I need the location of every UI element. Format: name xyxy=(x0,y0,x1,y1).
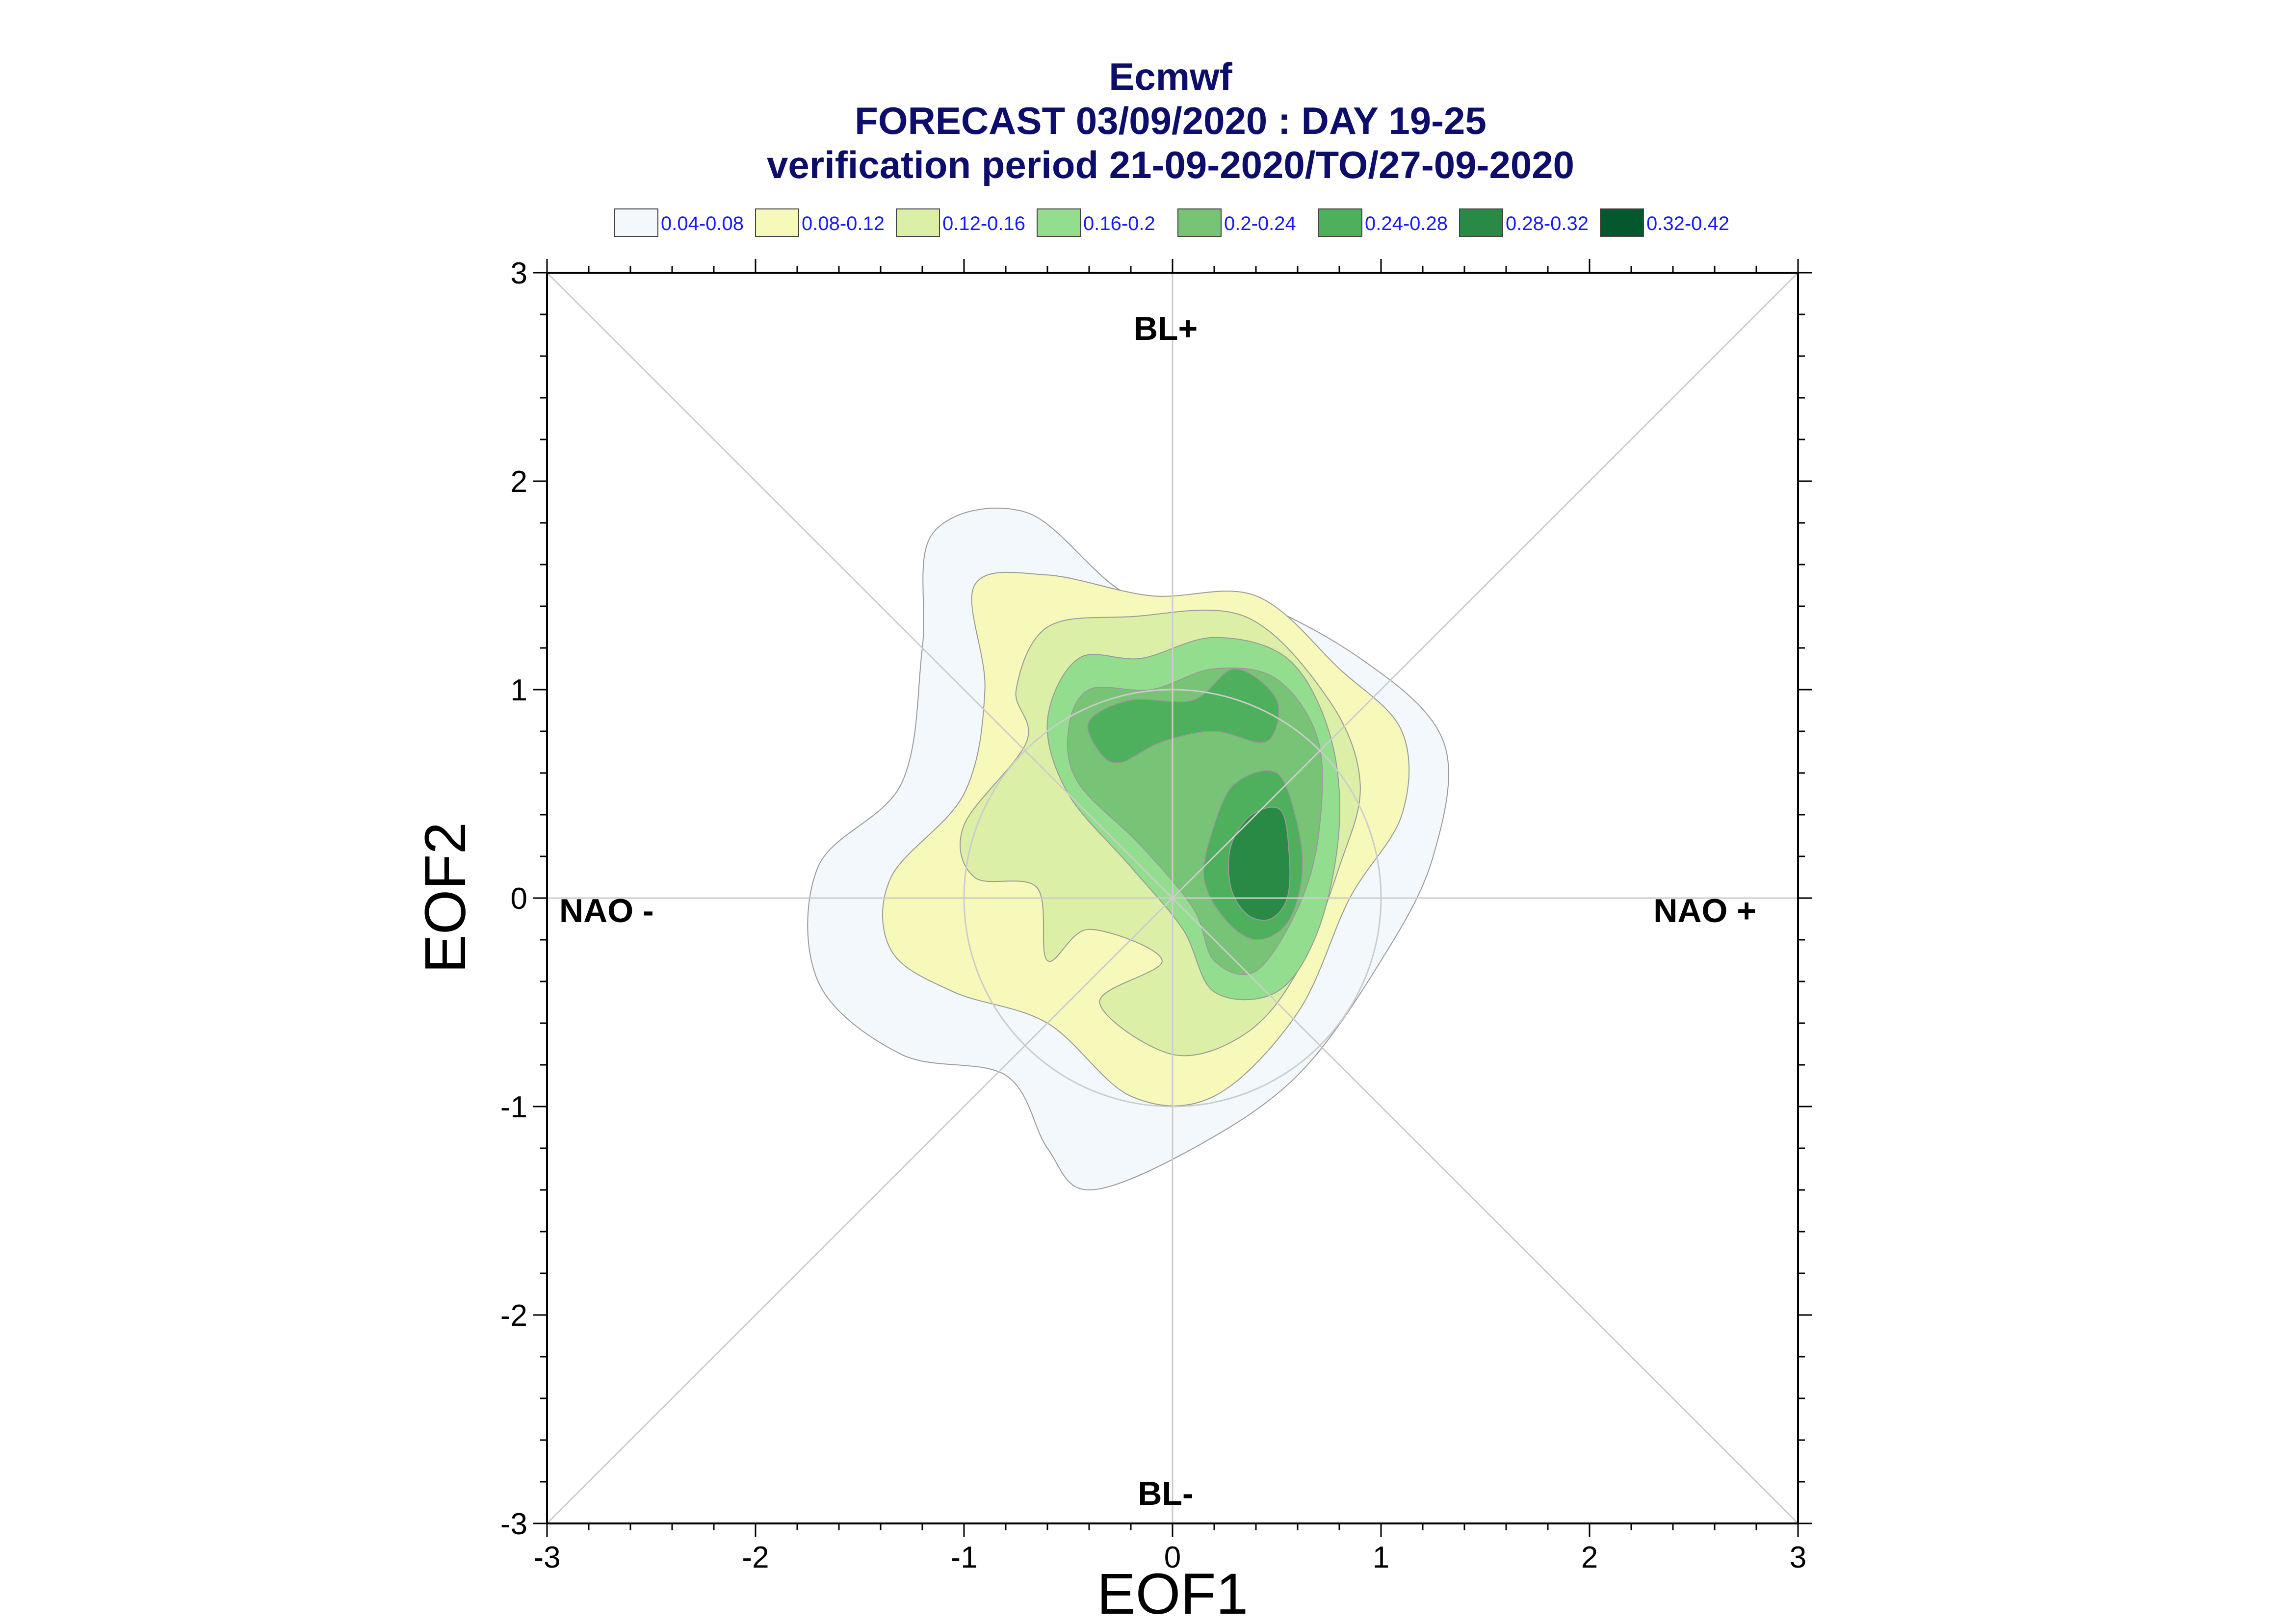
legend: 0.04-0.08 0.08-0.12 0.12-0.16 0.16-0.2 0.2-0… xyxy=(614,208,1729,237)
legend-swatch xyxy=(896,208,940,237)
legend-swatch xyxy=(1177,208,1222,237)
x-tick-label: 2 xyxy=(1581,1541,1598,1574)
legend-label: 0.12-0.16 xyxy=(942,213,1025,234)
legend-swatch xyxy=(1459,208,1503,237)
y-tick-label: 2 xyxy=(511,465,527,499)
y-axis-title: EOF2 xyxy=(413,822,478,973)
chart-title: Ecmwf xyxy=(1109,55,1232,98)
legend-label: 0.32-0.42 xyxy=(1646,213,1729,234)
y-tick-label: 1 xyxy=(511,673,527,707)
legend-label: 0.2-0.24 xyxy=(1224,213,1296,234)
regime-label-nao-minus: NAO - xyxy=(559,892,654,929)
legend-swatch xyxy=(1318,208,1362,237)
x-axis-title: EOF1 xyxy=(1097,1562,1248,1624)
x-tick-label: -3 xyxy=(533,1541,560,1574)
x-tick-label: 0 xyxy=(1164,1541,1181,1574)
legend-label: 0.28-0.32 xyxy=(1506,213,1589,234)
regime-label-nao-plus: NAO + xyxy=(1653,892,1756,929)
legend-label: 0.24-0.28 xyxy=(1365,213,1448,234)
legend-swatch xyxy=(755,208,799,237)
contour-band xyxy=(1228,806,1291,921)
y-tick-label: 3 xyxy=(511,257,527,290)
legend-swatch xyxy=(1600,208,1644,237)
legend-swatch xyxy=(614,208,658,237)
y-tick-label: -1 xyxy=(500,1090,527,1124)
y-tick-label: -2 xyxy=(500,1299,527,1333)
regime-label-bl-minus: BL- xyxy=(1138,1475,1193,1512)
regime-label-bl-plus: BL+ xyxy=(1134,310,1198,347)
reference-circle xyxy=(963,689,1382,1108)
contour-layer xyxy=(807,507,1449,1191)
tick-labels: -3 -2 -1 0 1 2 3 3 2 1 0 -1 -2 -3 xyxy=(500,257,1806,1574)
legend-swatch xyxy=(1037,208,1081,237)
chart-subtitle-line-1: FORECAST 03/09/2020 : DAY 19-25 xyxy=(855,99,1487,142)
plot-frame xyxy=(533,259,1812,1537)
chart-subtitle-line-2: verification period 21-09-2020/TO/27-09-… xyxy=(767,143,1574,186)
x-tick-label: -1 xyxy=(950,1541,977,1574)
legend-label: 0.04-0.08 xyxy=(661,213,744,234)
x-tick-label: 1 xyxy=(1373,1541,1389,1574)
legend-label: 0.16-0.2 xyxy=(1083,213,1155,234)
x-tick-label: 3 xyxy=(1790,1541,1806,1574)
y-tick-label: 0 xyxy=(511,882,527,916)
x-tick-label: -2 xyxy=(742,1541,769,1574)
y-tick-label: -3 xyxy=(500,1507,527,1541)
legend-label: 0.08-0.12 xyxy=(802,213,885,234)
